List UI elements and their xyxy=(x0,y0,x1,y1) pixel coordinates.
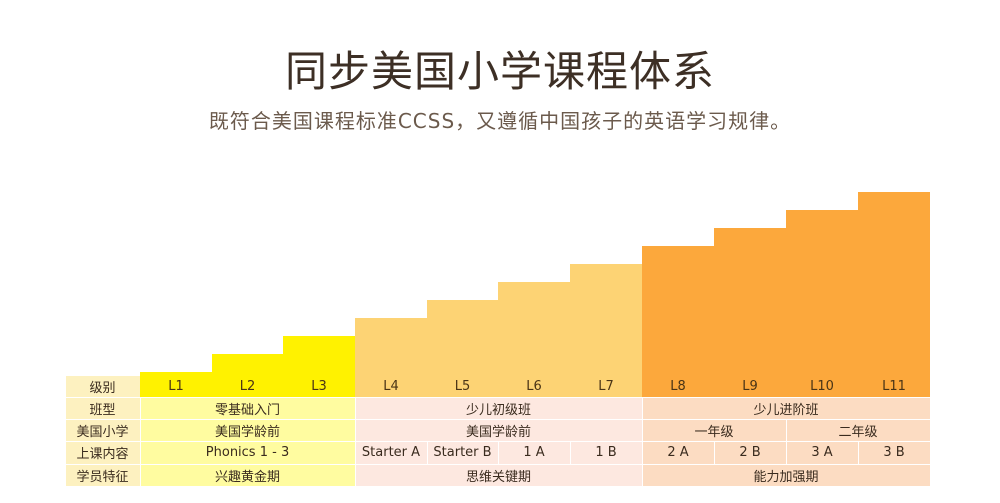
level-step-L2 xyxy=(212,354,283,397)
content-cell: Starter A xyxy=(355,441,427,464)
page-subtitle: 既符合美国课程标准CCSS，又遵循中国孩子的英语学习规律。 xyxy=(208,109,792,133)
level-label: L2 xyxy=(239,378,256,394)
level-label: L10 xyxy=(810,378,834,394)
level-label: L1 xyxy=(168,378,184,394)
level-step-L11 xyxy=(858,192,930,397)
level-label: L3 xyxy=(311,378,327,394)
level-step-L6 xyxy=(498,282,570,397)
traits-cell: 思维关键期 xyxy=(355,464,642,486)
class-type-cell: 零基础入门 xyxy=(140,397,355,419)
level-label: L9 xyxy=(742,378,758,394)
content-cell: 1 B xyxy=(570,441,642,464)
content-cell: 2 A xyxy=(642,441,714,464)
level-label: L6 xyxy=(526,378,542,394)
content-cell: 1 A xyxy=(498,441,570,464)
level-label: L5 xyxy=(454,378,471,394)
level-step-L7 xyxy=(570,264,642,397)
row-label-us-grade: 美国小学 xyxy=(65,419,140,441)
us-grade-cell: 一年级 xyxy=(642,419,786,441)
traits-cell: 兴趣黄金期 xyxy=(140,464,355,486)
traits-cell: 能力加强期 xyxy=(642,464,930,486)
level-label: L11 xyxy=(882,378,906,394)
us-grade-cell: 美国学龄前 xyxy=(355,419,642,441)
content-cell: 3 A xyxy=(786,441,858,464)
row-label-traits: 学员特征 xyxy=(65,464,140,486)
level-label: L8 xyxy=(670,378,686,394)
content-cell: Starter B xyxy=(427,441,498,464)
level-label: L4 xyxy=(383,378,399,394)
level-step-L10 xyxy=(786,210,858,397)
level-step-L4 xyxy=(355,318,427,397)
level-step-L5 xyxy=(427,300,498,397)
level-step-L1 xyxy=(140,372,212,397)
content-cell: Phonics 1 - 3 xyxy=(140,441,355,464)
row-label-class-type: 班型 xyxy=(65,397,140,419)
us-grade-cell: 美国学龄前 xyxy=(140,419,355,441)
row-label-level: 级别 xyxy=(65,375,140,397)
page-title: 同步美国小学课程体系 xyxy=(284,47,715,96)
row-label-content: 上课内容 xyxy=(65,441,140,464)
content-cell: 3 B xyxy=(858,441,930,464)
level-step-L8 xyxy=(642,246,714,397)
level-label: L7 xyxy=(598,378,614,394)
level-step-L3 xyxy=(283,336,355,397)
class-type-cell: 少儿初级班 xyxy=(355,397,642,419)
class-type-cell: 少儿进阶班 xyxy=(642,397,930,419)
level-step-L9 xyxy=(714,228,786,397)
us-grade-cell: 二年级 xyxy=(786,419,930,441)
content-cell: 2 B xyxy=(714,441,786,464)
